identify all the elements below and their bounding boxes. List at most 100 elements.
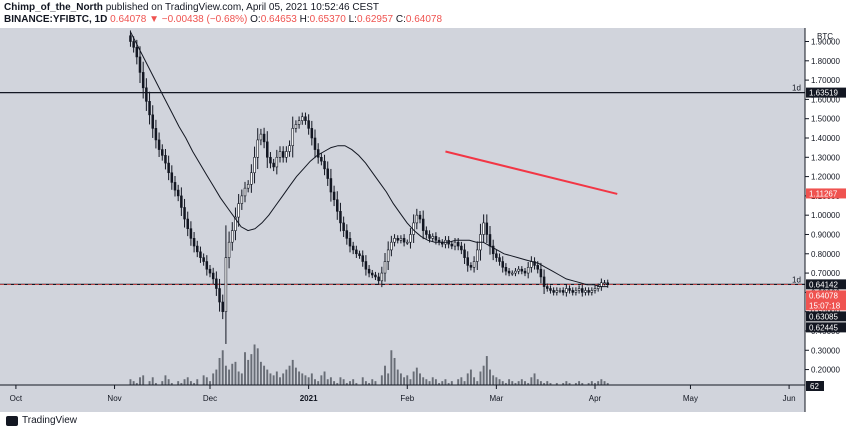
low-value: 0.62957 [356,14,394,25]
author-name[interactable]: Chimp_of_the_North [4,2,103,13]
volume-bar [463,381,466,385]
volume-bar [304,375,307,385]
trend-line[interactable] [445,150,618,195]
candle [539,268,543,278]
volume-bar [342,379,345,385]
x-tick-label: Dec [203,394,217,403]
volume-bar [272,375,275,385]
candle [272,162,275,168]
x-tick-label: Mar [489,394,503,403]
volume-bar [183,379,186,385]
volume-bar [508,379,511,385]
candle [520,268,524,272]
candle [297,120,301,125]
candle [157,139,161,150]
price-tag-label: 1.63519 [809,89,838,98]
candle [348,238,352,247]
price-tag [806,188,846,199]
volume-bar [501,381,504,385]
volume-bar [511,381,514,385]
price-tag-label: 0.64142 [809,280,838,289]
candle [472,261,476,268]
volume-bar [205,377,208,385]
volume-bar [457,379,460,385]
candle [593,288,597,291]
volume-bar [409,379,412,385]
candle [135,46,139,58]
candle [151,114,154,129]
volume-bar [578,381,581,385]
candle [380,272,384,282]
candle [606,282,609,285]
candle [418,214,422,220]
candle [603,282,606,285]
volume-bar [406,375,409,385]
volume-bar [244,352,246,385]
down-arrow-icon: ▼ [149,14,159,25]
candle [246,184,250,189]
volume-bar [568,383,571,385]
candle [460,245,463,251]
candle [358,253,361,257]
volume-tag [806,381,824,391]
candle [456,241,460,247]
volume-bar [387,373,390,385]
candle [332,191,336,201]
candle [234,216,237,231]
candle [275,156,279,168]
volume-bar [139,377,141,385]
volume-bar [256,348,259,385]
candle [237,203,240,218]
volume-bar [441,381,444,385]
volume-bar [520,379,523,385]
candle [507,270,511,274]
candle [148,101,151,116]
x-tick-label: 2021 [300,394,318,403]
candle [600,282,603,287]
volume-bar [221,350,224,385]
candle [141,72,145,89]
volume-bar [377,385,380,386]
plot-area[interactable] [0,28,805,412]
volume-bar [603,381,606,385]
price-tag [806,290,846,311]
volume-bar [317,381,320,385]
candle [161,149,164,156]
candle [342,222,345,231]
candle [558,290,562,292]
tradingview-logo[interactable]: TradingView [6,415,77,426]
close-label: C: [395,14,406,25]
candle [421,218,425,231]
volume-bar [517,381,520,385]
candle [587,290,590,293]
candle [574,290,578,293]
candle [399,238,403,241]
volume-bar [250,354,253,385]
candle [498,257,501,262]
volume-bar [326,379,329,385]
volume-bar [234,361,237,385]
candle [180,195,183,208]
volume-bar [428,381,431,385]
volume-bar [167,379,170,385]
volume-bar [329,377,332,385]
volume-bar [434,379,437,385]
volume-bar [562,383,565,385]
volume-bar [479,371,482,385]
volume-bar [380,375,383,385]
y-tick-label: 1.80000 [811,57,840,66]
y-tick-label: 0.80000 [811,250,840,259]
open-label: O: [250,14,261,25]
volume-bar [374,381,377,385]
volume-bar [485,356,488,385]
candle [371,272,374,276]
volume-bar [447,383,450,385]
high-label: H: [299,14,310,25]
volume-bar [546,381,549,385]
volume-bar [597,381,600,385]
volume-bar [584,385,587,386]
tradingview-icon [6,415,18,426]
x-tick-label: Oct [10,394,23,403]
volume-bar [193,383,196,385]
